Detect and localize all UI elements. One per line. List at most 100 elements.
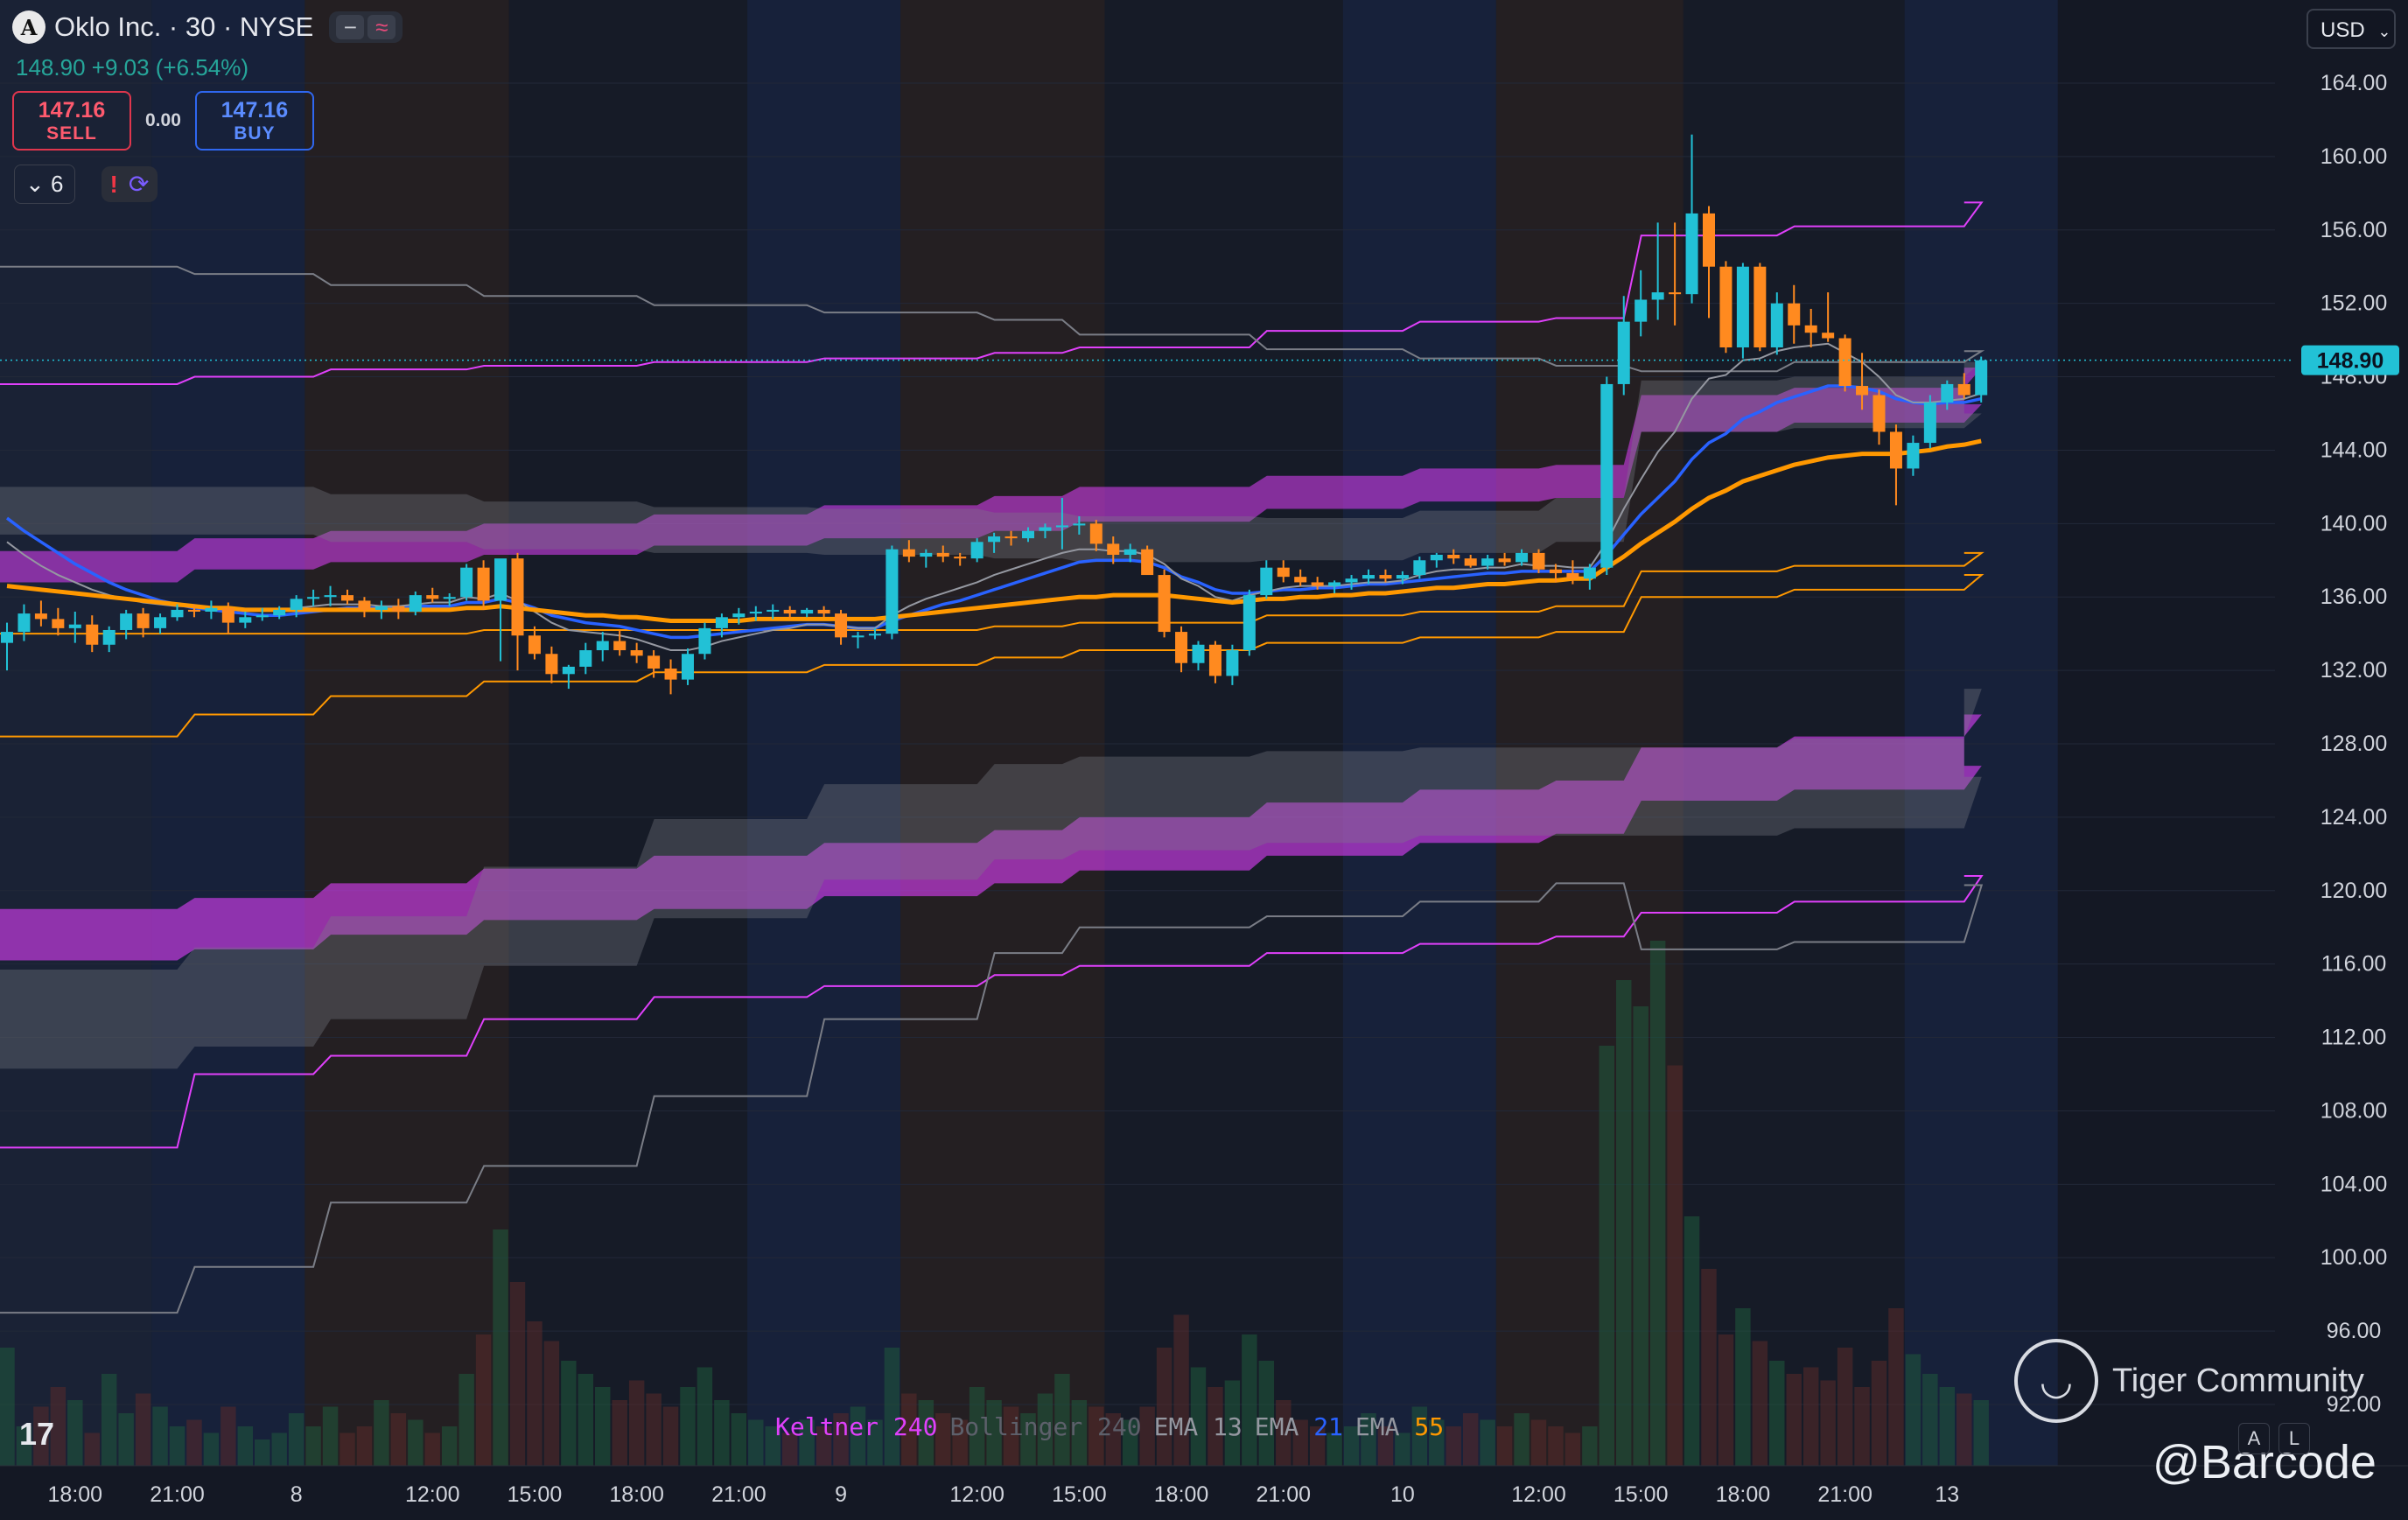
candle-body[interactable] xyxy=(1294,577,1307,583)
candle-body[interactable] xyxy=(1055,525,1068,528)
legend-ema55[interactable]: EMA 55 xyxy=(1355,1412,1444,1441)
candle-body[interactable] xyxy=(1754,266,1767,347)
candle-body[interactable] xyxy=(1430,554,1443,561)
candle-body[interactable] xyxy=(1719,266,1732,347)
candle-body[interactable] xyxy=(1669,292,1682,295)
legend-ema21[interactable]: EMA 21 xyxy=(1255,1412,1343,1441)
tradingview-logo-icon[interactable]: 17 xyxy=(19,1416,55,1452)
warning-icon[interactable]: ! xyxy=(109,170,118,198)
candle-body[interactable] xyxy=(443,597,456,599)
sell-button[interactable]: 147.16 SELL xyxy=(12,91,131,151)
candle-body[interactable] xyxy=(392,606,405,612)
candle-body[interactable] xyxy=(1311,582,1324,586)
candle-body[interactable] xyxy=(715,617,728,628)
candle-body[interactable] xyxy=(221,607,234,623)
candle-body[interactable] xyxy=(102,629,116,645)
candle-body[interactable] xyxy=(187,609,200,612)
candle-body[interactable] xyxy=(86,624,99,645)
candle-body[interactable] xyxy=(596,641,609,651)
candle-body[interactable] xyxy=(1328,582,1341,586)
candle-body[interactable] xyxy=(340,595,354,601)
symbol-header[interactable]: A Oklo Inc. · 30 · NYSE − ≈ xyxy=(12,11,403,44)
candle-body[interactable] xyxy=(1464,558,1477,566)
candle-body[interactable] xyxy=(136,613,150,628)
candle-body[interactable] xyxy=(1004,536,1018,539)
candle-body[interactable] xyxy=(886,549,899,634)
candle-body[interactable] xyxy=(1021,530,1035,539)
candle-body[interactable] xyxy=(630,650,643,656)
candle-body[interactable] xyxy=(988,536,1001,543)
candle-body[interactable] xyxy=(1975,360,1988,396)
candle-body[interactable] xyxy=(171,609,184,618)
candle-body[interactable] xyxy=(120,613,133,630)
candle-body[interactable] xyxy=(1124,549,1137,555)
candle-body[interactable] xyxy=(732,613,746,618)
candle-body[interactable] xyxy=(1242,595,1256,651)
candle-body[interactable] xyxy=(426,595,439,599)
candle-body[interactable] xyxy=(1175,632,1188,663)
candle-body[interactable] xyxy=(664,669,677,680)
minimize-icon[interactable]: − xyxy=(336,15,365,39)
candle-body[interactable] xyxy=(1600,383,1614,568)
candle-body[interactable] xyxy=(528,635,541,655)
candle-body[interactable] xyxy=(698,627,711,655)
legend-bollinger[interactable]: Bollinger 240 xyxy=(949,1412,1141,1441)
candle-body[interactable] xyxy=(1923,402,1936,444)
candle-body[interactable] xyxy=(1651,292,1664,300)
candle-body[interactable] xyxy=(1413,560,1426,576)
candle-body[interactable] xyxy=(579,650,592,667)
legend-keltner[interactable]: Keltner 240 xyxy=(775,1412,937,1441)
candle-body[interactable] xyxy=(1617,321,1630,384)
candle-body[interactable] xyxy=(1822,333,1835,339)
candle-body[interactable] xyxy=(1158,575,1171,633)
candle-body[interactable] xyxy=(1941,383,1954,403)
candle-body[interactable] xyxy=(205,607,218,612)
candle-body[interactable] xyxy=(409,595,422,612)
candle-body[interactable] xyxy=(545,654,558,675)
candle-body[interactable] xyxy=(920,552,933,557)
candle-body[interactable] xyxy=(256,615,269,618)
candle-body[interactable] xyxy=(52,619,65,628)
candle-body[interactable] xyxy=(970,542,984,559)
candle-body[interactable] xyxy=(1141,549,1154,576)
candle-body[interactable] xyxy=(307,597,320,599)
candle-body[interactable] xyxy=(681,654,695,680)
candle-body[interactable] xyxy=(1362,575,1376,579)
candle-body[interactable] xyxy=(1277,567,1290,578)
candle-body[interactable] xyxy=(1208,644,1222,676)
candle-body[interactable] xyxy=(290,599,303,610)
candle-body[interactable] xyxy=(511,558,524,636)
legend-ema13[interactable]: EMA 13 xyxy=(1154,1412,1242,1441)
candle-body[interactable] xyxy=(1379,575,1392,579)
candle-body[interactable] xyxy=(902,549,915,557)
candle-body[interactable] xyxy=(18,613,31,633)
candle-body[interactable] xyxy=(1736,266,1749,347)
candle-body[interactable] xyxy=(783,609,796,614)
currency-select[interactable]: USD ⌄ xyxy=(2306,9,2396,49)
log-scale-button[interactable]: L xyxy=(2278,1423,2310,1454)
candle-body[interactable] xyxy=(1073,523,1086,526)
candle-body[interactable] xyxy=(68,624,81,628)
candle-body[interactable] xyxy=(324,595,337,598)
candle-body[interactable] xyxy=(1549,569,1562,573)
candle-body[interactable] xyxy=(1498,558,1511,563)
auto-scale-button[interactable]: A xyxy=(2238,1423,2270,1454)
candle-body[interactable] xyxy=(477,567,490,601)
candle-body[interactable] xyxy=(766,609,780,612)
candle-body[interactable] xyxy=(1481,558,1494,566)
candle-body[interactable] xyxy=(1260,567,1273,596)
candle-body[interactable] xyxy=(1634,299,1648,322)
status-badges[interactable]: ! ⟳ xyxy=(101,166,158,202)
candle-body[interactable] xyxy=(1089,523,1102,544)
candle-body[interactable] xyxy=(494,558,508,601)
candle-body[interactable] xyxy=(1226,650,1239,676)
candle-body[interactable] xyxy=(358,600,371,610)
candle-body[interactable] xyxy=(0,632,14,643)
candle-body[interactable] xyxy=(936,552,949,557)
candle-body[interactable] xyxy=(749,612,762,614)
candle-body[interactable] xyxy=(154,617,167,628)
candle-body[interactable] xyxy=(1872,395,1886,432)
candle-body[interactable] xyxy=(273,609,286,616)
candle-body[interactable] xyxy=(1396,575,1409,579)
